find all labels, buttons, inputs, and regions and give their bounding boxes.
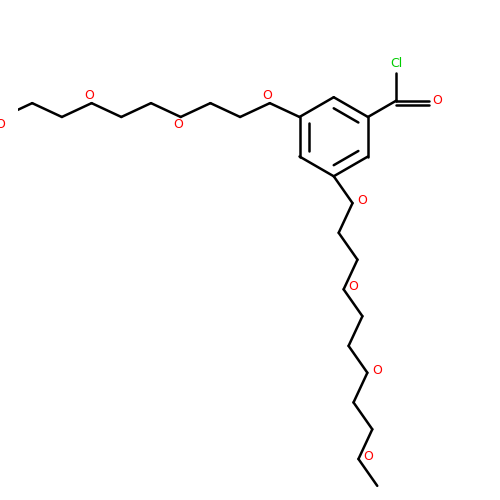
Text: O: O — [0, 118, 5, 131]
Text: O: O — [357, 194, 367, 207]
Text: O: O — [432, 94, 442, 107]
Text: O: O — [372, 364, 382, 377]
Text: O: O — [84, 89, 94, 102]
Text: O: O — [348, 280, 358, 293]
Text: O: O — [262, 89, 272, 102]
Text: Cl: Cl — [390, 56, 402, 70]
Text: O: O — [174, 118, 183, 131]
Text: O: O — [363, 450, 373, 463]
